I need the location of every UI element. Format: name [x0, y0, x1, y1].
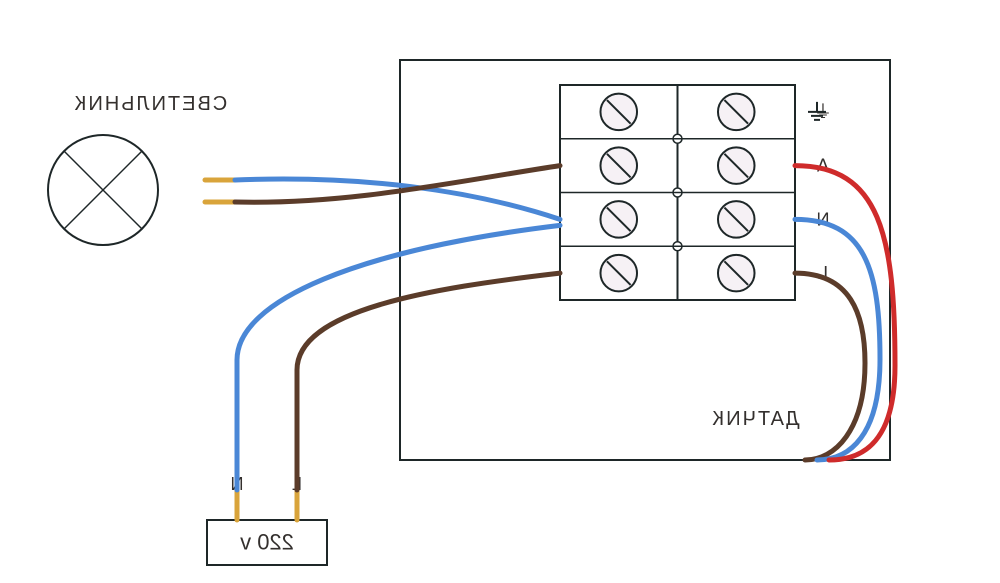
wire-power-n — [237, 225, 560, 490]
wire-sensor-n — [795, 219, 880, 460]
wire-sensor-l — [795, 273, 865, 460]
sensor-label: ДАТЧNК — [711, 408, 800, 430]
wire-power-l — [297, 273, 560, 490]
fixture-label: СВЕТNЛЬНNК — [73, 93, 228, 115]
power-box-label: 220 v — [240, 530, 294, 555]
wiring-diagram: ⏚ANLСВЕТNЛЬНNКДАТЧNК220 vNL — [0, 0, 1000, 583]
